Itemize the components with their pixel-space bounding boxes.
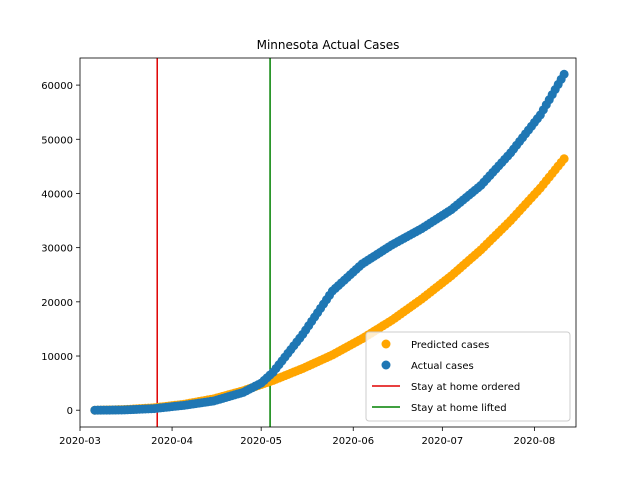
x-tick-label: 2020-08 xyxy=(514,436,556,447)
y-axis: 0 10000 20000 30000 40000 50000 60000 xyxy=(41,81,80,417)
y-tick-label: 0 xyxy=(67,406,73,417)
y-tick-label: 50000 xyxy=(41,135,73,146)
plot-frame xyxy=(79,57,577,428)
legend-label-actual: Actual cases xyxy=(411,361,474,372)
x-axis: 2020-03 2020-04 2020-05 2020-06 2020-07 2020-… xyxy=(59,427,555,447)
y-tick-label: 60000 xyxy=(41,81,73,92)
y-tick-label: 10000 xyxy=(41,352,73,363)
chart-title: Minnesota Actual Cases xyxy=(257,38,400,52)
x-tick-label: 2020-05 xyxy=(240,436,282,447)
x-tick-label: 2020-04 xyxy=(151,436,193,447)
legend-box xyxy=(365,331,571,422)
actual-point xyxy=(559,69,569,79)
y-tick-label: 30000 xyxy=(41,244,73,255)
legend-marker-actual xyxy=(381,360,391,370)
legend-label-stay-lifted: Stay at home lifted xyxy=(411,403,507,414)
y-tick-label: 20000 xyxy=(41,298,73,309)
predicted-point xyxy=(559,154,569,164)
x-tick-label: 2020-03 xyxy=(59,436,101,447)
x-tick-label: 2020-07 xyxy=(421,436,463,447)
legend-label-stay-ordered: Stay at home ordered xyxy=(411,382,520,393)
legend: Predicted cases Actual cases Stay at hom… xyxy=(365,331,571,422)
legend-label-predicted: Predicted cases xyxy=(411,340,489,351)
y-tick-label: 40000 xyxy=(41,189,73,200)
x-tick-label: 2020-06 xyxy=(332,436,374,447)
data-points xyxy=(90,69,569,415)
reference-lines xyxy=(156,58,271,427)
legend-marker-predicted xyxy=(381,339,391,349)
